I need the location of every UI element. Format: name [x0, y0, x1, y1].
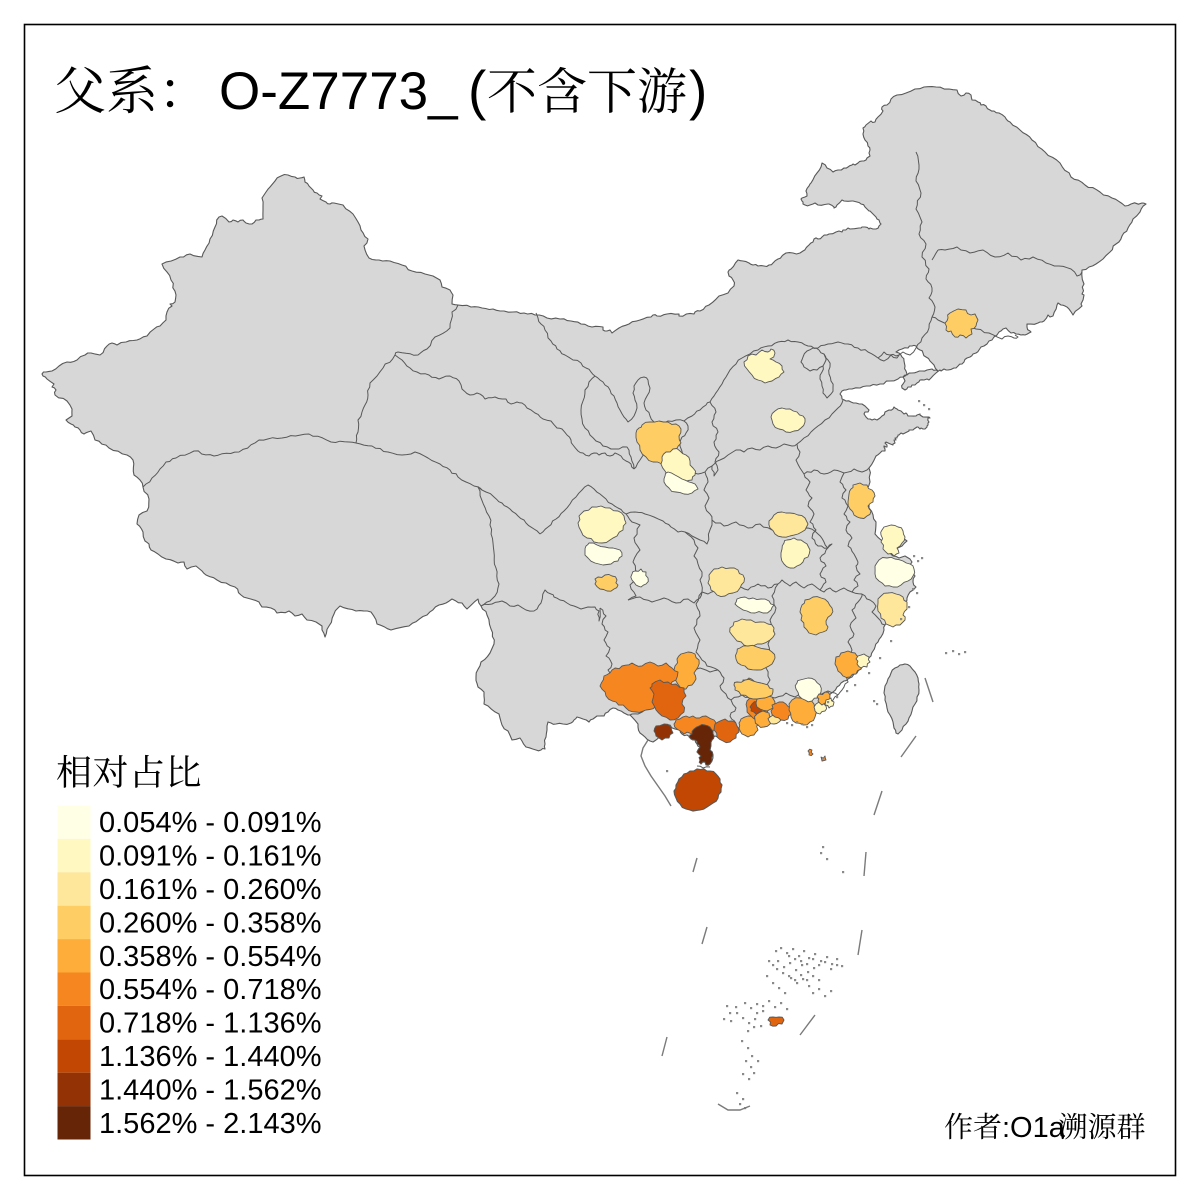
svg-text:0.358% - 0.554%: 0.358% - 0.554% — [99, 941, 321, 973]
svg-text:0.260% - 0.358%: 0.260% - 0.358% — [99, 907, 321, 939]
svg-text:O-Z7773_: O-Z7773_ — [219, 62, 459, 121]
svg-text::O1a: :O1a — [1002, 1112, 1066, 1144]
svg-text:1.136% - 1.440%: 1.136% - 1.440% — [99, 1041, 321, 1073]
svg-text:0.054% - 0.091%: 0.054% - 0.091% — [99, 807, 321, 839]
svg-text:1.440% - 1.562%: 1.440% - 1.562% — [99, 1074, 321, 1106]
svg-text:1.562% - 2.143%: 1.562% - 2.143% — [99, 1108, 321, 1140]
svg-text:(: ( — [468, 59, 486, 121]
svg-text:0.091% - 0.161%: 0.091% - 0.161% — [99, 841, 321, 873]
svg-text:0.554% - 0.718%: 0.554% - 0.718% — [99, 974, 321, 1006]
svg-text:0.718% - 1.136%: 0.718% - 1.136% — [99, 1008, 321, 1040]
svg-text:0.161% - 0.260%: 0.161% - 0.260% — [99, 874, 321, 906]
svg-text:): ) — [689, 59, 707, 121]
